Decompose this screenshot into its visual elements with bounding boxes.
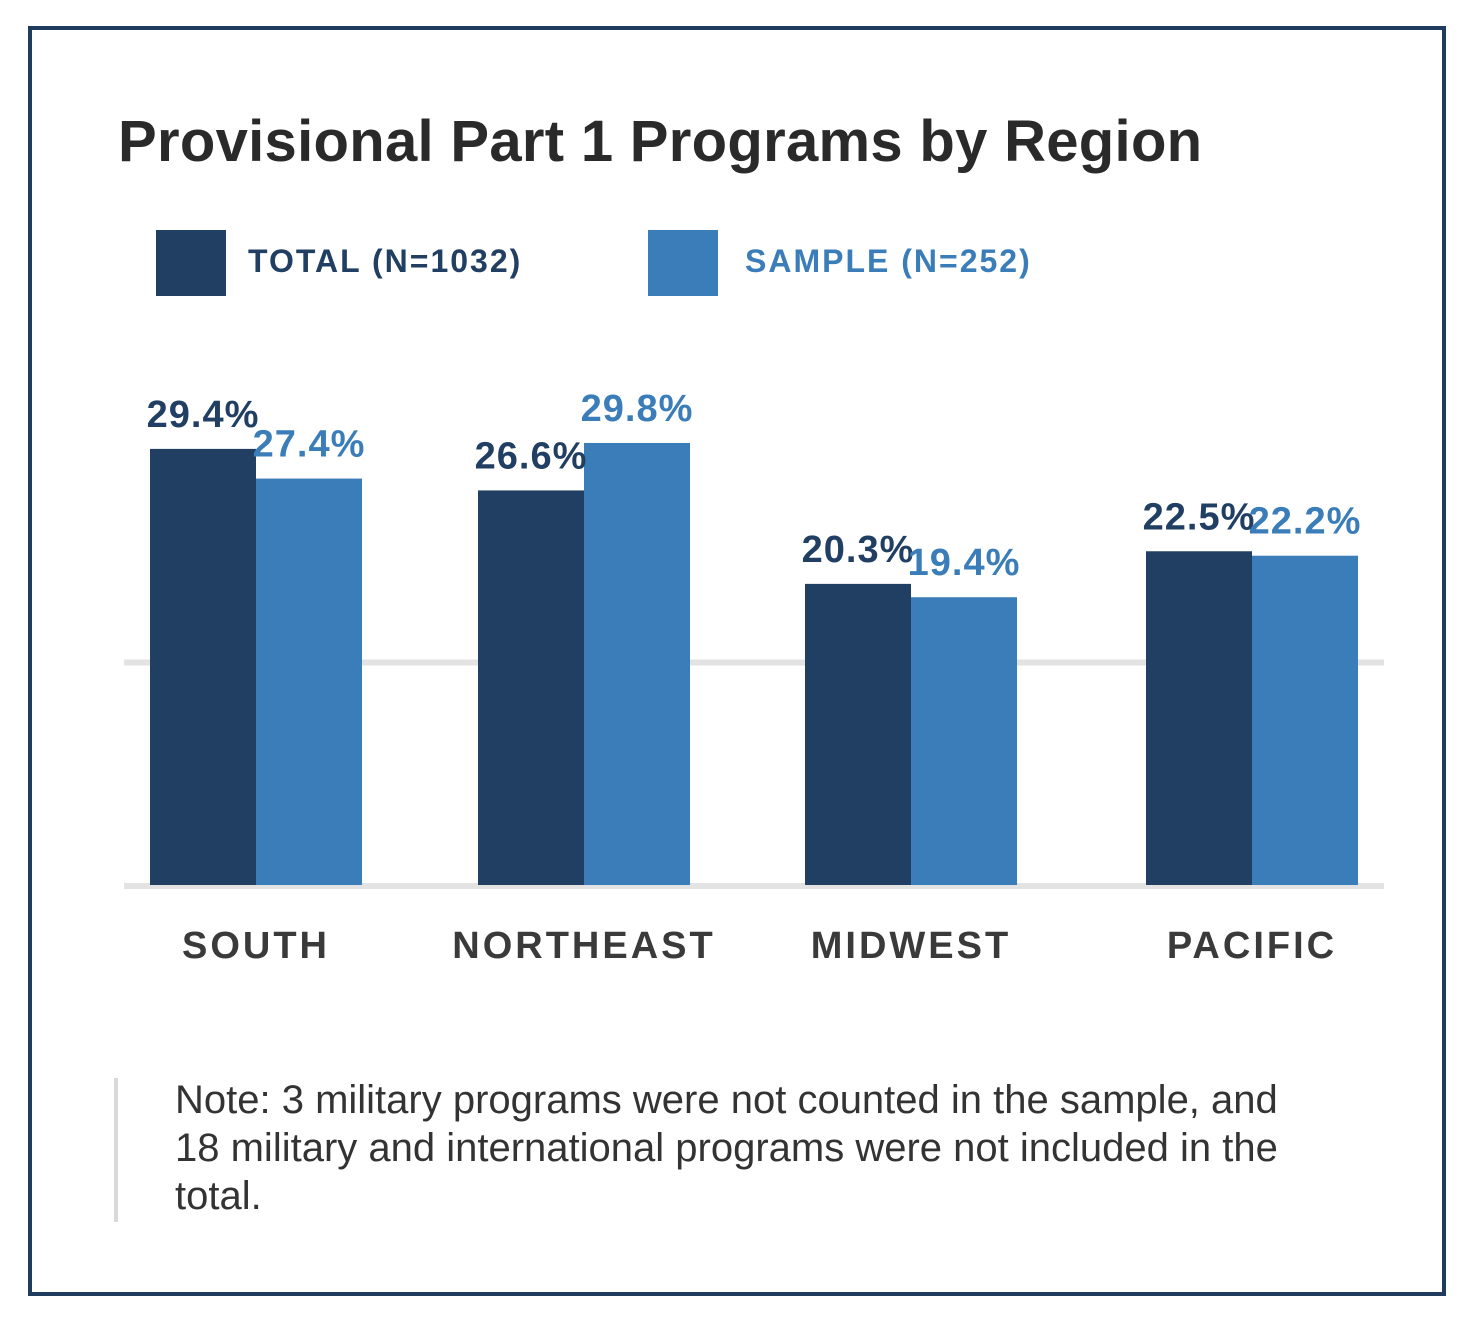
category-label-northeast: NORTHEAST xyxy=(452,925,715,967)
legend-swatch-sample xyxy=(648,230,718,296)
note-accent-bar xyxy=(114,1078,118,1222)
legend-swatch-total xyxy=(156,230,226,296)
category-label-pacific: PACIFIC xyxy=(1167,925,1337,967)
data-label-midwest-total: 20.3% xyxy=(802,529,915,571)
data-label-south-sample: 27.4% xyxy=(253,424,366,466)
bar-south-sample xyxy=(256,478,362,885)
bar-midwest-total xyxy=(805,583,911,885)
data-label-south-total: 29.4% xyxy=(147,394,260,436)
bar-northeast-sample xyxy=(584,442,690,885)
data-label-northeast-sample: 29.8% xyxy=(581,388,694,430)
data-label-midwest-sample: 19.4% xyxy=(908,542,1021,584)
chart-title: Provisional Part 1 Programs by Region xyxy=(118,109,1203,174)
chart-note: Note: 3 military programs were not count… xyxy=(175,1078,1278,1218)
category-label-south: SOUTH xyxy=(182,925,330,967)
bar-midwest-sample xyxy=(911,597,1017,885)
bar-south-total xyxy=(150,448,256,885)
data-label-pacific-total: 22.5% xyxy=(1143,496,1256,538)
data-label-northeast-total: 26.6% xyxy=(475,435,588,477)
bar-northeast-total xyxy=(478,490,584,885)
legend-label-total: TOTAL (N=1032) xyxy=(248,243,523,279)
bar-pacific-sample xyxy=(1252,555,1358,885)
data-label-pacific-sample: 22.2% xyxy=(1249,501,1362,543)
bar-pacific-total xyxy=(1146,551,1252,885)
category-label-midwest: MIDWEST xyxy=(811,925,1011,967)
legend-label-sample: SAMPLE (N=252) xyxy=(745,243,1032,279)
